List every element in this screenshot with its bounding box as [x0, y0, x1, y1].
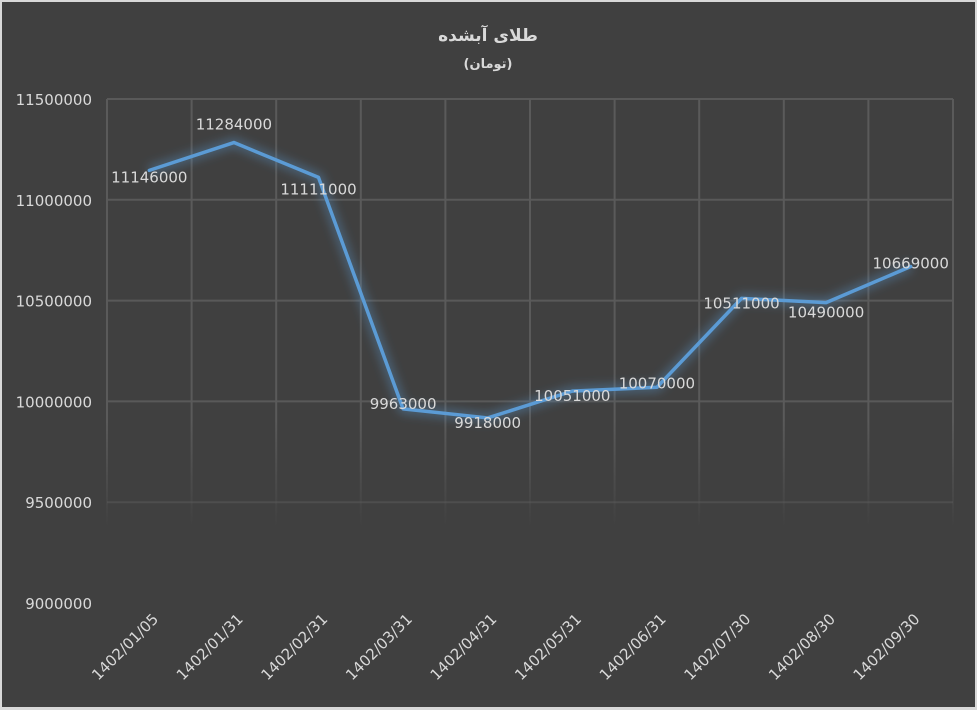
x-tick-label: 1402/09/30: [850, 610, 924, 684]
x-axis: 1402/01/05 1402/01/31 1402/02/31 1402/03/31…: [88, 610, 923, 684]
x-tick-label: 1402/02/31: [257, 610, 331, 684]
v-gridline: [190, 99, 193, 528]
data-label: 9918000: [454, 414, 521, 432]
data-label: 11284000: [196, 116, 272, 134]
y-tick-label: 9500000: [25, 494, 92, 512]
x-tick-label: 1402/08/30: [765, 610, 839, 684]
gridlines: [106, 98, 954, 528]
data-label: 10051000: [534, 387, 610, 405]
v-gridline: [952, 99, 954, 528]
v-gridline: [106, 99, 108, 528]
data-label: 9963000: [370, 395, 437, 413]
data-labels: 11146000 11284000 11111000 9963000 9918000 10…: [111, 116, 949, 432]
v-gridline: [698, 99, 701, 528]
x-tick-label: 1402/01/05: [88, 610, 162, 684]
data-label: 10070000: [619, 374, 695, 392]
data-label: 11111000: [280, 180, 356, 198]
x-tick-label: 1402/05/31: [511, 610, 585, 684]
chart-subtitle: (تومان): [464, 57, 513, 72]
x-tick-label: 1402/07/30: [680, 610, 754, 684]
data-label: 11146000: [111, 168, 187, 186]
v-gridline: [444, 99, 447, 528]
y-tick-label: 11000000: [16, 192, 92, 210]
x-tick-label: 1402/01/31: [173, 610, 247, 684]
data-label: 10669000: [873, 255, 949, 273]
v-gridline: [275, 99, 278, 528]
v-gridline: [867, 99, 870, 528]
series-polyline: [147, 140, 913, 420]
x-tick-label: 1402/03/31: [342, 610, 416, 684]
v-gridline: [782, 99, 785, 528]
series-line: [147, 138, 913, 422]
y-tick-label: 11500000: [16, 91, 92, 109]
v-gridline: [359, 99, 362, 528]
y-tick-label: 10000000: [16, 393, 92, 411]
chart-title: طلای آبشده: [438, 24, 538, 46]
data-label: 10511000: [703, 294, 779, 312]
y-tick-label: 9000000: [25, 595, 92, 613]
x-tick-label: 1402/06/31: [596, 610, 670, 684]
v-gridline: [529, 99, 531, 528]
y-tick-label: 10500000: [16, 293, 92, 311]
data-label: 10490000: [788, 304, 864, 322]
v-gridline: [613, 99, 616, 528]
y-axis: 11500000 11000000 10500000 10000000 9500000 9…: [16, 91, 92, 613]
x-tick-label: 1402/04/31: [427, 610, 501, 684]
